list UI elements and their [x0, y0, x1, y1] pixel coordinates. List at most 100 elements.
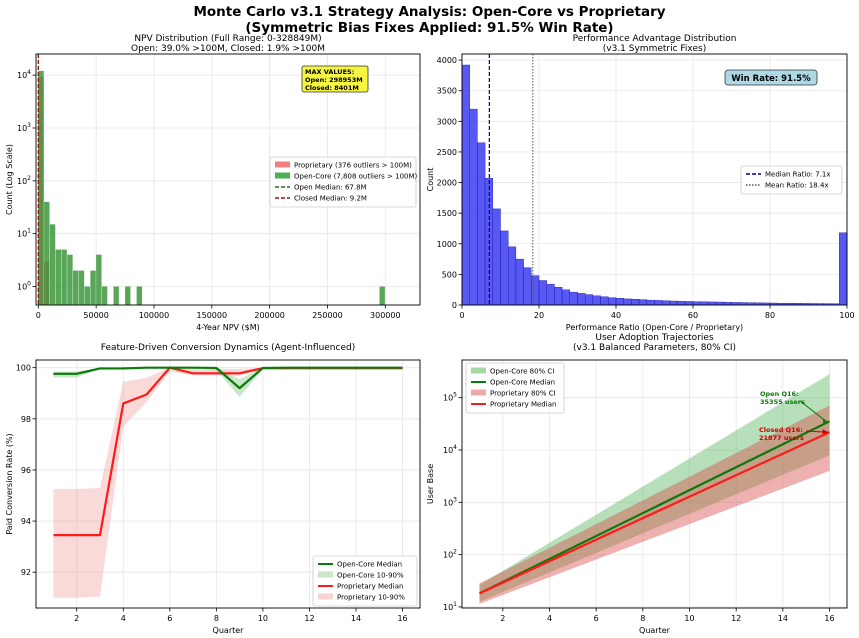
x-tick-label: 8 — [214, 614, 219, 623]
ratio-bar — [477, 142, 486, 306]
max-values-annotation-box — [301, 65, 369, 93]
ratio-bar — [500, 230, 509, 306]
x-tick-label: 4 — [121, 614, 126, 623]
x-tick-label: 6 — [594, 614, 599, 623]
open-core-bar — [49, 224, 56, 305]
legend-swatch — [275, 161, 290, 168]
open-q16-annotation: Open Q16: — [760, 390, 799, 398]
x-tick-label: 6 — [167, 614, 172, 623]
y-tick-label: 100 — [16, 364, 31, 373]
legend-swatch — [318, 571, 333, 578]
closed-q16-annotation: Closed Q16: — [759, 426, 803, 434]
ratio-bar — [585, 294, 594, 306]
legend-entry: Open-Core 10-90% — [337, 572, 404, 580]
open-core-bar — [67, 254, 73, 305]
open-core-median-line — [479, 420, 830, 595]
open-core-bar — [125, 286, 131, 305]
axes-title: Feature-Driven Conversion Dynamics (Agen… — [101, 343, 355, 353]
max-values-annotation-text: Open: 298953M — [305, 76, 363, 84]
axes-title: User Adoption Trajectories — [595, 333, 714, 343]
x-tick-label: 2 — [500, 614, 505, 623]
legend-frame — [740, 165, 843, 195]
y-tick-label: 96 — [21, 466, 31, 475]
legend-frame — [312, 555, 418, 607]
ratio-bar — [631, 298, 640, 306]
y-tick-label: 101 — [443, 601, 457, 612]
axes-frame — [461, 359, 848, 609]
legend-swatch — [275, 172, 290, 179]
open-core-bar — [136, 286, 143, 305]
x-tick-label: 60 — [688, 311, 698, 320]
x-tick-label: 0 — [36, 311, 41, 320]
x-tick-label: 8 — [640, 614, 645, 623]
legend-entry: Proprietary 80% CI — [490, 390, 556, 398]
ratio-bar — [685, 301, 694, 306]
x-tick-label: 12 — [304, 614, 314, 623]
axes-frame — [461, 53, 848, 306]
legend-entry: Open-Core Median — [490, 379, 555, 387]
npv-distribution-chart: NPV Distribution (Full Range: 0-328849M)… — [5, 34, 421, 332]
y-tick-label: 103 — [17, 122, 31, 133]
ratio-bar — [569, 291, 578, 306]
y-tick-label: 1000 — [437, 240, 457, 249]
y-tick-label: 2000 — [437, 179, 457, 188]
legend-entry: Proprietary Median — [490, 401, 556, 409]
ratio-bar — [677, 301, 686, 306]
y-axis-label: User Base — [426, 464, 435, 504]
open-core-bar — [101, 286, 108, 305]
max-values-annotation-text: MAX VALUES: — [305, 68, 354, 76]
figure-title: Monte Carlo v3.1 Strategy Analysis: Open… — [0, 4, 859, 36]
closed-q16-arrowhead — [822, 429, 829, 435]
x-tick-label: 100 — [839, 311, 854, 320]
legend-entry: Mean Ratio: 18.4x — [765, 182, 829, 190]
y-tick-label: 500 — [442, 270, 457, 279]
ratio-bar — [638, 299, 647, 306]
max-values-annotation-text: Closed: 8401M — [305, 84, 359, 92]
legend-frame — [465, 362, 565, 414]
ratio-bar — [600, 296, 609, 306]
conversion-dynamics-chart: Feature-Driven Conversion Dynamics (Agen… — [5, 343, 421, 635]
open-core-bar — [44, 201, 50, 305]
axes-subtitle: (v3.1 Symmetric Fixes) — [603, 44, 706, 54]
y-tick-label: 105 — [443, 392, 457, 403]
axes-frame — [35, 53, 421, 306]
axes-title: NPV Distribution (Full Range: 0-328849M) — [134, 34, 321, 44]
ratio-bar — [469, 108, 478, 306]
win-rate-text: Win Rate: 91.5% — [731, 74, 811, 84]
ratio-bar — [700, 301, 709, 306]
y-tick-label: 92 — [21, 568, 31, 577]
ratio-bar — [708, 301, 717, 306]
x-tick-label: 200000 — [254, 311, 285, 320]
x-tick-label: 50000 — [83, 311, 108, 320]
y-tick-label: 3000 — [437, 117, 457, 126]
open-core-bar — [38, 70, 44, 306]
legend-entry: Proprietary 10-90% — [337, 594, 405, 602]
closed-q16-annotation: 21877 users — [759, 434, 804, 442]
x-tick-label: 300000 — [370, 311, 401, 320]
proprietary-median-line — [479, 431, 830, 595]
y-tick-label: 102 — [17, 175, 31, 186]
x-axis-label: 4-Year NPV ($M) — [196, 323, 260, 332]
x-tick-label: 40 — [611, 311, 621, 320]
x-tick-label: 10 — [258, 614, 268, 623]
x-tick-label: 0 — [459, 311, 464, 320]
legend-swatch — [318, 593, 333, 600]
user-adoption-chart: User Adoption Trajectories(v3.1 Balanced… — [426, 333, 848, 635]
x-tick-label: 100000 — [139, 311, 170, 320]
y-tick-label: 98 — [21, 415, 31, 424]
ratio-bar — [592, 295, 601, 306]
x-tick-label: 16 — [824, 614, 834, 623]
y-tick-label: 104 — [443, 444, 457, 455]
legend-entry: Open-Core Median — [337, 561, 402, 569]
legend-frame — [269, 156, 417, 208]
legend-entry: Proprietary (376 outliers > 100M) — [294, 162, 412, 170]
y-tick-label: 3500 — [437, 87, 457, 96]
figure-title-line-2: (Symmetric Bias Fixes Applied: 91.5% Win… — [245, 20, 614, 36]
y-tick-label: 100 — [17, 281, 31, 292]
ratio-bar — [615, 298, 624, 306]
open-core-bar — [90, 270, 96, 305]
x-tick-label: 16 — [397, 614, 407, 623]
axes-subtitle: Open: 39.0% >100M, Closed: 1.9% >100M — [131, 44, 325, 54]
y-axis-label: Paid Conversion Rate (%) — [5, 433, 14, 534]
